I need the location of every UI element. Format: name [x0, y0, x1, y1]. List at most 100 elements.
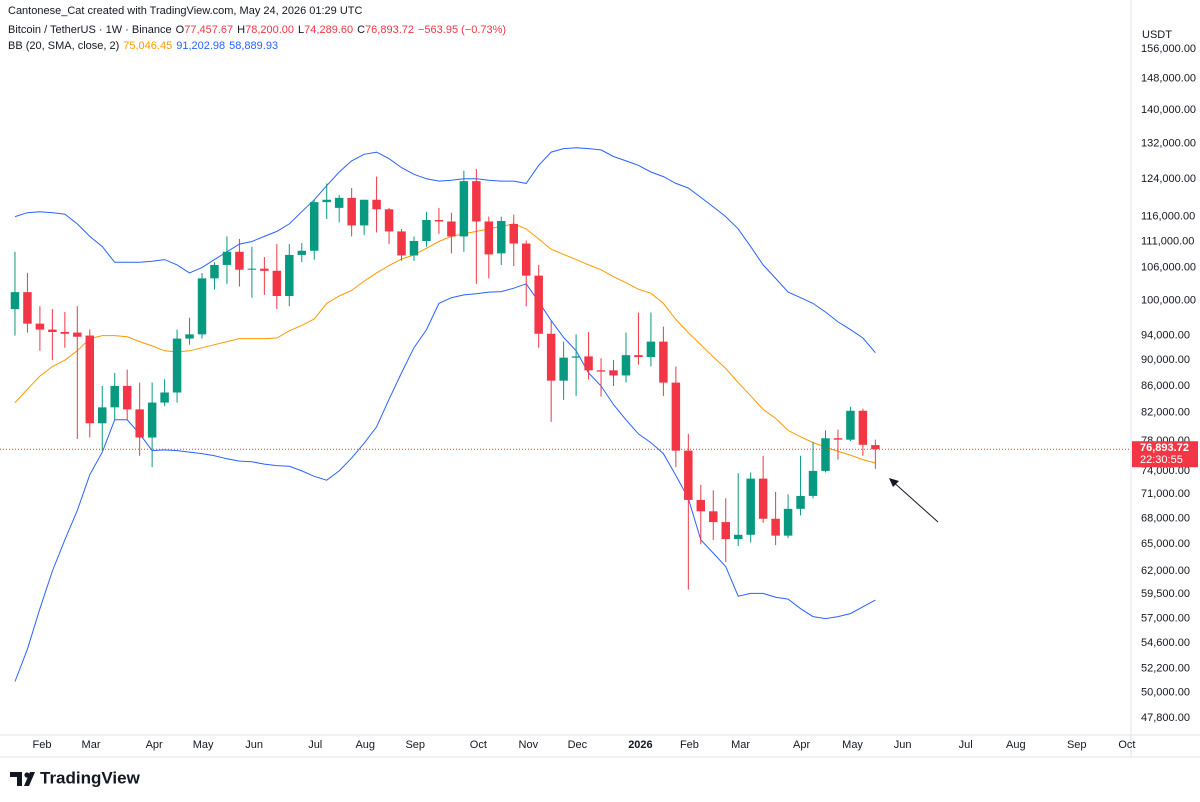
candle-body [359, 199, 369, 226]
candle-body [684, 450, 693, 500]
symbol-line: Bitcoin / TetherUS · 1W · Binance O77,457… [8, 24, 510, 36]
candle-body [521, 243, 531, 276]
candle-body [771, 518, 780, 536]
candle-body [73, 332, 82, 337]
candle-body [197, 278, 207, 335]
candle-body [534, 275, 543, 334]
y-tick-label: 65,000.00 [1141, 538, 1190, 550]
last-price-label: 76,893.72 [1140, 442, 1189, 454]
candle-body [671, 382, 681, 451]
candle-body [309, 202, 319, 251]
ohlc-value: 76,893.72 [365, 24, 414, 36]
candle-body [48, 329, 57, 332]
candle-body [422, 220, 431, 241]
candle-body [210, 264, 219, 279]
ohlc-value: 74,289.60 [304, 24, 354, 36]
y-tick-label: 62,000.00 [1141, 565, 1190, 577]
candle-body [584, 356, 593, 371]
y-tick-label: 116,000.00 [1141, 210, 1195, 222]
x-tick-label: Mar [731, 739, 750, 751]
annotation-arrowhead [889, 478, 899, 487]
candle-body [472, 181, 481, 222]
annotation-arrow [890, 479, 939, 523]
y-tick-label: 86,000.00 [1141, 380, 1190, 392]
countdown-label: 22:30:55 [1140, 454, 1183, 466]
candle-body [297, 250, 307, 255]
y-tick-label: 94,000.00 [1141, 329, 1190, 341]
x-tick-label: Feb [680, 739, 699, 751]
indicator-label: BB (20, SMA, close, 2) [8, 40, 120, 52]
candle-body [35, 323, 45, 330]
candle-body [172, 338, 182, 393]
ohlc-value: 78,200.00 [245, 24, 295, 36]
candle-body [871, 445, 880, 450]
candle-body [509, 223, 518, 244]
x-tick-label: May [842, 739, 863, 751]
y-tick-label: 50,000.00 [1141, 687, 1190, 699]
logo-mark [10, 772, 35, 786]
x-tick-label: Jun [894, 739, 912, 751]
x-tick-label: May [193, 739, 214, 751]
y-tick-label: 100,000.00 [1141, 294, 1196, 306]
candle-body [23, 292, 32, 324]
candle-body [122, 385, 132, 410]
candle-body [222, 251, 232, 265]
candle-body [733, 534, 743, 540]
y-tick-label: 82,000.00 [1141, 407, 1190, 419]
indicator-value: 91,202.98 [176, 40, 226, 52]
band-line [14, 283, 876, 682]
y-tick-label: 140,000.00 [1141, 104, 1196, 116]
y-tick-label: 57,000.00 [1141, 612, 1190, 624]
candle-body [796, 495, 805, 509]
ohlc-key: O [175, 24, 185, 36]
candle-body [347, 197, 356, 226]
last-price-box [1132, 441, 1198, 468]
candle-body [634, 355, 643, 358]
y-tick-label: 90,000.00 [1141, 354, 1190, 366]
candle-body [247, 268, 257, 270]
candle-body [260, 268, 269, 271]
candle-body [135, 409, 144, 438]
candle-body [833, 438, 843, 440]
change: −563.95 (−0.73%) [418, 24, 507, 36]
ohlc-key: H [237, 24, 246, 36]
candle-body [497, 220, 506, 254]
candle-body [147, 402, 157, 438]
candle-body [434, 220, 444, 222]
candle-body [110, 385, 119, 408]
x-tick-label: Dec [568, 739, 588, 751]
candle-body [10, 292, 20, 310]
symbol-title: Bitcoin / TetherUS · 1W · Binance [8, 24, 172, 36]
candle-body [459, 181, 469, 237]
ohlc-item: H78,200.00 [237, 24, 294, 36]
candle-body [384, 209, 394, 232]
logo [10, 772, 35, 786]
y-tick-label: 148,000.00 [1141, 73, 1196, 85]
candle-body [808, 470, 818, 496]
candle-body [85, 335, 95, 424]
y-tick-label: 74,000.00 [1141, 465, 1190, 477]
candle-body [746, 478, 755, 535]
credit: Cantonese_Cat created with TradingView.c… [8, 5, 363, 17]
ohlc-value: 77,457.67 [184, 24, 234, 36]
y-tick-label: 59,500.00 [1141, 588, 1190, 600]
candle-body [285, 254, 294, 297]
y-tick-label: 68,000.00 [1141, 513, 1190, 525]
x-tick-label: Sep [1067, 739, 1087, 751]
currency-label: USDT [1142, 29, 1172, 41]
x-tick-label: Oct [470, 739, 487, 751]
y-tick-label: 52,200.00 [1141, 662, 1190, 674]
x-tick-label: Apr [793, 739, 810, 751]
ohlc-item: O77,457.67 [176, 24, 234, 36]
candle-body [322, 199, 331, 203]
candle-body [372, 199, 381, 210]
candle-body [484, 221, 494, 255]
candle-body [646, 341, 656, 358]
y-tick-label: 47,800.00 [1141, 712, 1190, 724]
candle-body [447, 221, 456, 237]
y-tick-label: 106,000.00 [1141, 261, 1196, 273]
y-tick-label: 71,000.00 [1141, 488, 1190, 500]
indicator-line: BB (20, SMA, close, 2) 75,046.45 91,202.98… [8, 40, 282, 52]
